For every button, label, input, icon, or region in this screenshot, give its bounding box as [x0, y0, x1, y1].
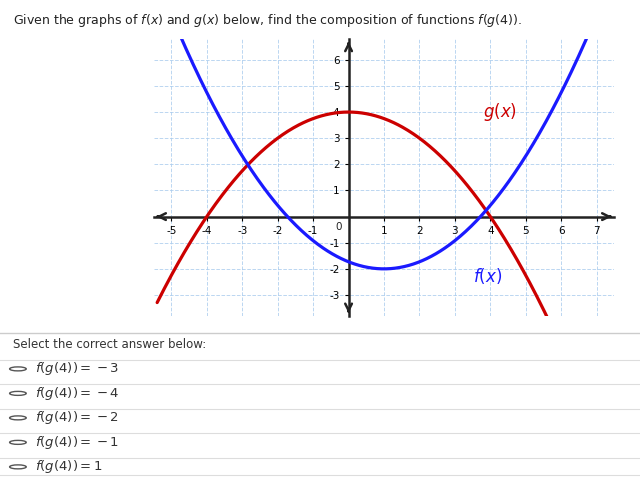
Text: $f(g(4)) = -4$: $f(g(4)) = -4$ [35, 385, 120, 402]
Circle shape [10, 367, 26, 371]
Text: Select the correct answer below:: Select the correct answer below: [13, 337, 206, 350]
Text: $f(g(4)) = -1$: $f(g(4)) = -1$ [35, 434, 119, 451]
Circle shape [10, 440, 26, 444]
Text: $f(g(4)) = -2$: $f(g(4)) = -2$ [35, 409, 119, 426]
Circle shape [10, 465, 26, 469]
Text: $f(x)$: $f(x)$ [472, 266, 502, 286]
Circle shape [10, 416, 26, 420]
Text: 0: 0 [335, 222, 342, 232]
Text: $f(g(4)) = 1$: $f(g(4)) = 1$ [35, 458, 103, 475]
Text: $g(x)$: $g(x)$ [483, 101, 517, 123]
Text: Given the graphs of $f(x)$ and $g(x)$ below, find the composition of functions $: Given the graphs of $f(x)$ and $g(x)$ be… [13, 12, 522, 29]
Circle shape [10, 391, 26, 396]
Text: $f(g(4)) = -3$: $f(g(4)) = -3$ [35, 361, 119, 378]
